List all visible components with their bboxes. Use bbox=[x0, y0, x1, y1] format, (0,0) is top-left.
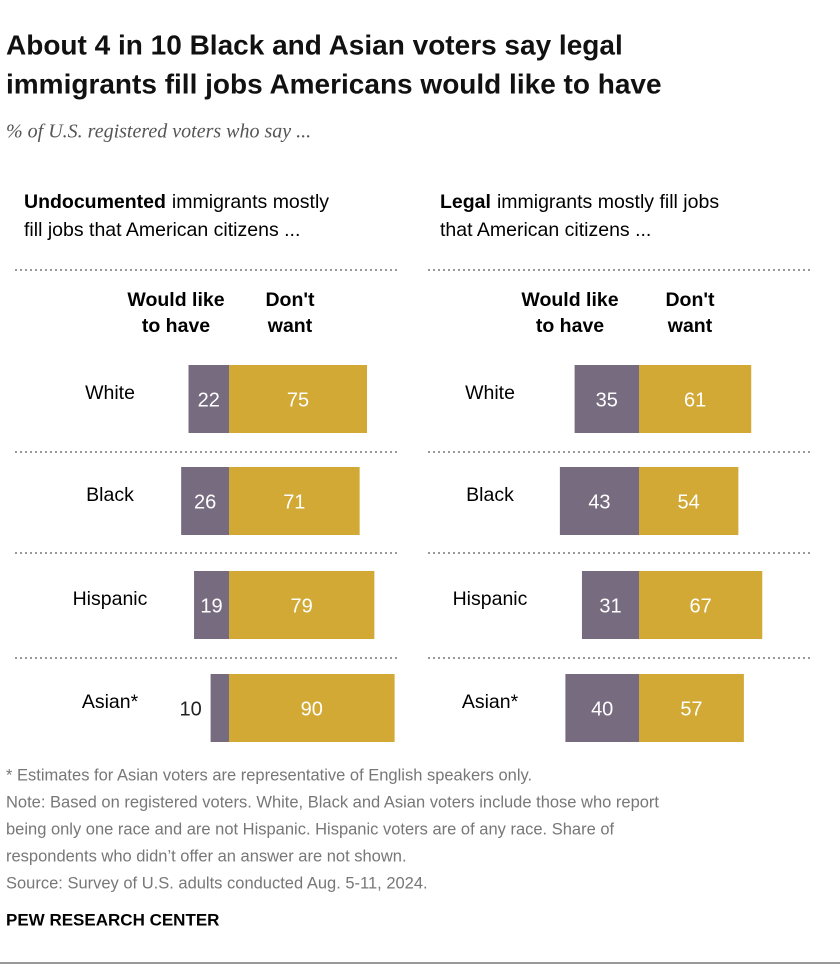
source-brand: PEW RESEARCH CENTER bbox=[6, 910, 219, 929]
value-label: 57 bbox=[680, 698, 702, 720]
category-label: Asian* bbox=[82, 691, 139, 713]
chart-title: About 4 in 10 Black and Asian voters say… bbox=[6, 29, 623, 60]
footnote: * Estimates for Asian voters are represe… bbox=[6, 766, 532, 784]
value-label: 26 bbox=[194, 491, 216, 513]
bar bbox=[229, 365, 367, 433]
value-label: 22 bbox=[198, 389, 220, 411]
value-label: 31 bbox=[599, 595, 621, 617]
bar bbox=[181, 467, 229, 535]
legend-label: want bbox=[267, 315, 313, 337]
legend-label: Don't bbox=[665, 289, 715, 311]
footnote: Source: Survey of U.S. adults conducted … bbox=[6, 874, 428, 892]
panel-title-bold: Legal bbox=[440, 191, 491, 213]
bar bbox=[194, 571, 229, 639]
bar bbox=[639, 674, 744, 742]
panel-title: fill jobs that American citizens ... bbox=[24, 219, 300, 241]
bar bbox=[229, 674, 395, 742]
bar bbox=[639, 365, 752, 433]
value-label: 71 bbox=[283, 491, 305, 513]
value-label: 75 bbox=[287, 389, 309, 411]
category-label: Black bbox=[86, 484, 134, 506]
footnote: respondents who didn’t offer an answer a… bbox=[6, 847, 407, 865]
value-label: 19 bbox=[200, 595, 222, 617]
category-label: Black bbox=[466, 484, 514, 506]
bar bbox=[229, 571, 375, 639]
value-label: 40 bbox=[591, 698, 613, 720]
bar bbox=[581, 571, 639, 639]
panel-title: Legal immigrants mostly fill jobs bbox=[440, 191, 719, 213]
legend-label: to have bbox=[536, 315, 604, 337]
bar bbox=[188, 365, 229, 433]
category-label: White bbox=[85, 382, 135, 404]
legend-label: Would like bbox=[127, 289, 224, 311]
panel-title: that American citizens ... bbox=[440, 219, 651, 241]
category-label: Asian* bbox=[462, 691, 519, 713]
chart-title: immigrants fill jobs Americans would lik… bbox=[6, 68, 662, 99]
subtitle: % of U.S. registered voters who say ... bbox=[6, 121, 311, 143]
legend-label: Don't bbox=[265, 289, 315, 311]
value-label: 67 bbox=[690, 595, 712, 617]
bar bbox=[565, 674, 639, 742]
value-label: 43 bbox=[588, 491, 610, 513]
bar bbox=[559, 467, 639, 535]
legend-label: to have bbox=[142, 315, 210, 337]
footnote: Note: Based on registered voters. White,… bbox=[6, 793, 659, 811]
value-label: 35 bbox=[596, 389, 618, 411]
value-label: 79 bbox=[291, 595, 313, 617]
value-label: 61 bbox=[684, 389, 706, 411]
panel-title: Undocumented immigrants mostly bbox=[24, 191, 329, 213]
panel-title-text: immigrants mostly bbox=[172, 191, 329, 213]
legend-label: want bbox=[667, 315, 713, 337]
bar bbox=[229, 467, 360, 535]
legend-label: Would like bbox=[521, 289, 618, 311]
panel-title-text: immigrants mostly fill jobs bbox=[497, 191, 719, 213]
value-label: 10 bbox=[179, 698, 201, 720]
category-label: White bbox=[465, 382, 515, 404]
value-label: 90 bbox=[301, 698, 323, 720]
value-label: 54 bbox=[678, 491, 700, 513]
bar bbox=[574, 365, 639, 433]
bar bbox=[639, 467, 739, 535]
category-label: Hispanic bbox=[453, 588, 528, 610]
footnote: being only one race and are not Hispanic… bbox=[6, 820, 615, 838]
panel-title-bold: Undocumented bbox=[24, 191, 166, 213]
bar bbox=[639, 571, 763, 639]
bar bbox=[210, 674, 229, 742]
category-label: Hispanic bbox=[73, 588, 148, 610]
